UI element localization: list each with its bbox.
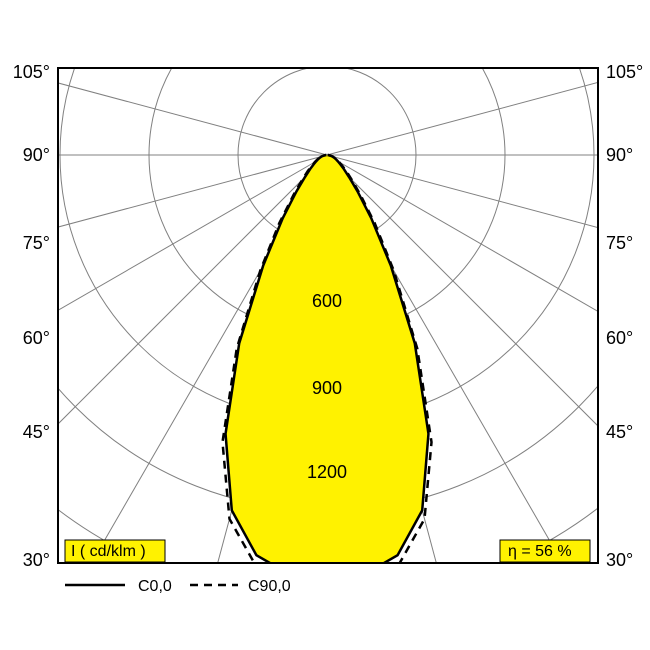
angle-label-right: 90° <box>606 145 633 165</box>
ring-label: 900 <box>312 378 342 398</box>
angle-label-left: 90° <box>23 145 50 165</box>
angle-label-left: 30° <box>23 550 50 570</box>
angle-label-right: 60° <box>606 328 633 348</box>
eta-label: η = 56 % <box>508 543 572 560</box>
angle-label-left: 45° <box>23 422 50 442</box>
angle-label-right: 75° <box>606 233 633 253</box>
legend-c90-label: C90,0 <box>248 578 291 595</box>
c0-lobe-fill <box>226 155 429 579</box>
angle-label-right: 30° <box>606 550 633 570</box>
legend-c0-label: C0,0 <box>138 578 172 595</box>
lobe-group <box>222 155 431 591</box>
angle-label-right: 105° <box>606 62 643 82</box>
polar-chart-container: 600 900 1200 105° 90° 75° 60° 45° 30° 105° 90° 75° 6… <box>0 0 650 650</box>
angle-label-left: 75° <box>23 233 50 253</box>
ring-label: 600 <box>312 291 342 311</box>
ring-label: 1200 <box>307 462 347 482</box>
angle-label-right: 45° <box>606 422 633 442</box>
polar-chart-svg: 600 900 1200 105° 90° 75° 60° 45° 30° 105° 90° 75° 6… <box>0 0 650 650</box>
unit-label: I ( cd/klm ) <box>71 543 146 560</box>
angle-label-left: 105° <box>13 62 50 82</box>
angle-label-left: 60° <box>23 328 50 348</box>
